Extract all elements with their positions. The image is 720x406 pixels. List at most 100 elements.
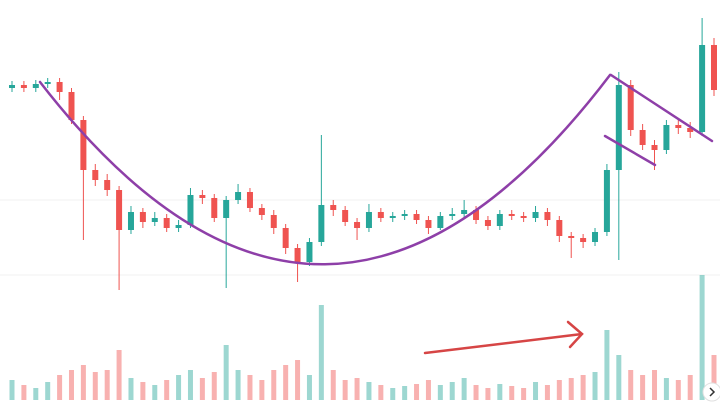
volume-bar (33, 388, 39, 400)
candle-body (32, 84, 39, 88)
candle-body (675, 125, 682, 128)
volume-bar (68, 370, 74, 400)
candle-body (294, 248, 301, 262)
volume-bar (592, 372, 598, 400)
volume-bar (640, 375, 646, 400)
volume-bar (533, 382, 539, 400)
volume-bar (187, 370, 193, 400)
scroll-button-bg[interactable] (702, 382, 720, 402)
volume-bar (473, 385, 479, 400)
volume-bar (699, 275, 705, 400)
volume-bar (128, 378, 134, 400)
volume-bar (366, 382, 372, 400)
volume-bar (521, 388, 527, 400)
volume-bar (247, 375, 253, 400)
handle-support (603, 134, 657, 167)
candle-body (318, 205, 325, 242)
candle-body (44, 82, 51, 84)
volume-bar (306, 375, 312, 400)
candle-body (116, 190, 123, 230)
volume-bar (104, 370, 110, 400)
candle-body (235, 192, 242, 200)
volume-bar (211, 372, 217, 400)
volume-bar (342, 380, 348, 400)
volume-bar (437, 385, 443, 400)
candle-body (9, 85, 15, 88)
candle-body (377, 212, 384, 218)
candle-body (687, 128, 694, 132)
candle-body (592, 232, 599, 242)
volume-layer (9, 275, 717, 400)
volume-bar (687, 375, 693, 400)
volume-bar (164, 380, 170, 400)
volume-bar (497, 384, 503, 400)
volume-bar (509, 386, 515, 400)
volume-bar (235, 370, 241, 400)
volume-bar (711, 355, 717, 400)
volume-bar (461, 378, 467, 400)
candle-body (354, 222, 361, 228)
candle-body (56, 82, 63, 92)
candle-body (258, 208, 265, 215)
volume-bar (80, 365, 86, 400)
volume-bar (116, 350, 122, 400)
candle-body (68, 92, 75, 120)
volume-bar (45, 382, 51, 400)
volume-bar (283, 365, 289, 400)
candle-layer (9, 18, 717, 290)
candle-body (20, 85, 27, 88)
candle-body (342, 210, 349, 222)
candle-body (473, 210, 480, 220)
volume-bar (425, 380, 431, 400)
volume-bar (604, 330, 610, 400)
volume-bar (318, 305, 324, 400)
arrow-shaft (423, 332, 584, 355)
volume-bar (199, 378, 205, 400)
candle-body (80, 120, 87, 170)
candle-body (508, 214, 515, 216)
candle-body (580, 238, 587, 242)
candle-body (615, 85, 622, 170)
candle-body (139, 212, 146, 222)
candle-body (92, 170, 99, 180)
volume-bar (652, 370, 658, 400)
candle-body (270, 215, 277, 228)
volume-bar (544, 385, 550, 400)
candle-body (401, 214, 408, 216)
handle-trendline (609, 73, 714, 143)
volume-bar (152, 385, 158, 400)
candle-body (282, 228, 289, 248)
volume-bar (271, 370, 277, 400)
candle-body (711, 45, 717, 90)
volume-bar (140, 382, 146, 400)
volume-bar (330, 370, 336, 400)
volume-bar (616, 355, 622, 400)
volume-bar (223, 345, 229, 400)
volume-bar (628, 370, 634, 400)
annotations (38, 73, 714, 355)
candle-body (246, 192, 253, 208)
candle-body (413, 214, 420, 220)
candle-body (127, 212, 134, 230)
candle-body (651, 145, 658, 150)
volume-bar (259, 380, 265, 400)
candle-body (425, 220, 432, 228)
candle-body (330, 205, 337, 210)
volume-bar (449, 382, 455, 400)
candle-body (556, 220, 563, 236)
volume-bar (354, 378, 360, 400)
volume-bar (485, 388, 491, 400)
candle-body (627, 85, 634, 130)
candle-body (449, 214, 456, 216)
volume-bar (663, 378, 669, 400)
volume-bar (57, 375, 63, 400)
candle-body (544, 212, 551, 220)
candle-body (484, 220, 491, 226)
scroll-button[interactable] (702, 382, 720, 402)
candle-body (365, 212, 372, 228)
candle-body (663, 125, 670, 150)
candle-body (639, 130, 646, 145)
candle-body (151, 218, 158, 222)
